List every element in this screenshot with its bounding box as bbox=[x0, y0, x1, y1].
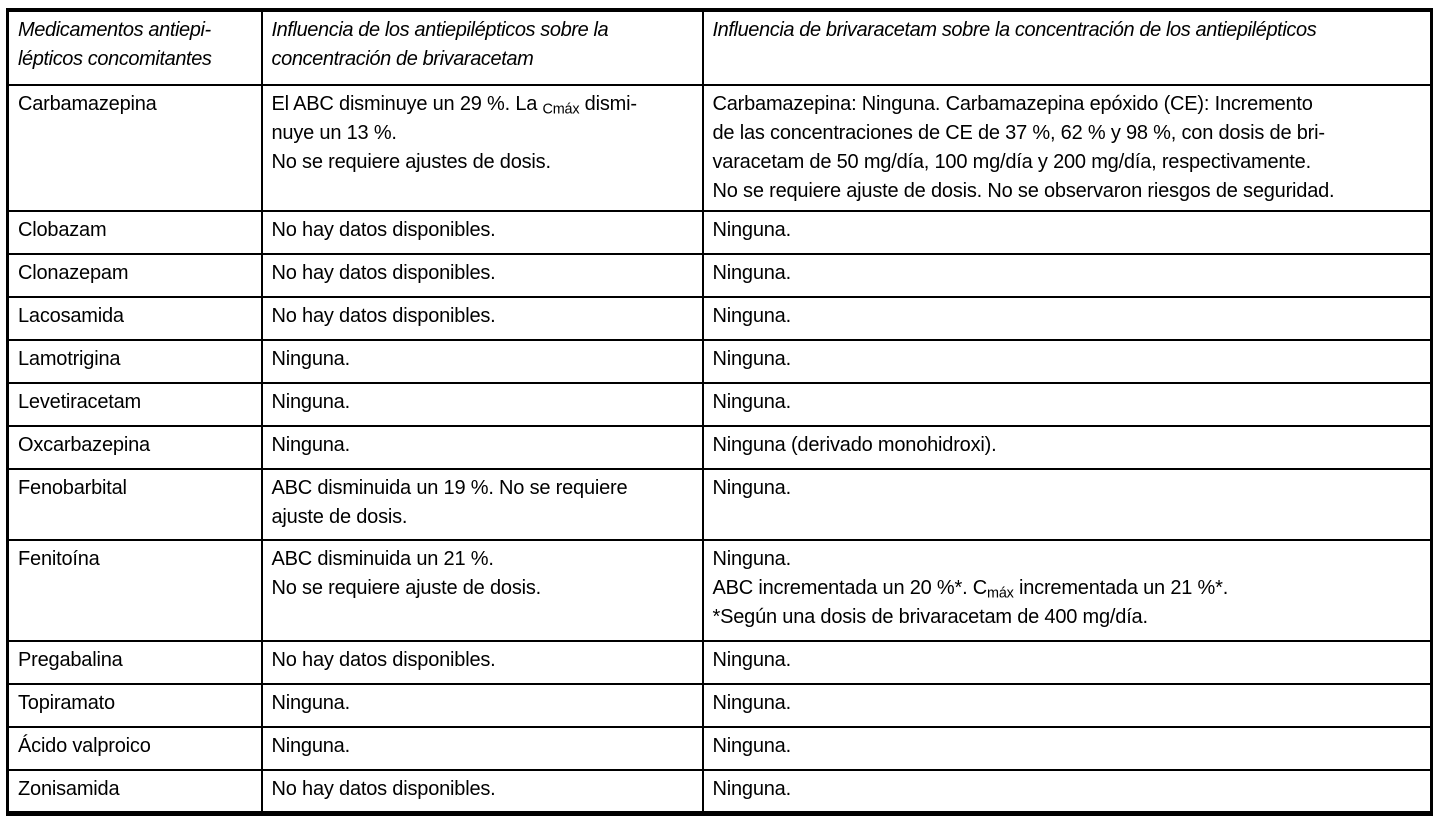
effect-on-antiepileptics-cell: Ninguna. bbox=[701, 640, 1433, 685]
effect-on-antiepileptics-cell: Carbamazepina: Ninguna. Carbamazepina ep… bbox=[701, 84, 1433, 212]
drug-name-cell: Clonazepam bbox=[6, 253, 263, 298]
table-body: Carbamazepina El ABC disminuye un 29 %. … bbox=[6, 84, 1433, 814]
table-row: Topiramato Ninguna. Ninguna. bbox=[6, 683, 1433, 728]
effect-on-brivaracetam-cell: No hay datos disponibles. bbox=[260, 769, 704, 814]
effect-on-brivaracetam-cell: No hay datos disponibles. bbox=[260, 210, 704, 255]
drug-name-cell: Ácido valproico bbox=[6, 726, 263, 771]
table-row: Lacosamida No hay datos disponibles. Nin… bbox=[6, 296, 1433, 341]
header-influence-on-brivaracetam: Influencia de los antiepilépticos sobre … bbox=[260, 9, 704, 86]
effect-on-antiepileptics-cell: Ninguna (derivado monohidroxi). bbox=[701, 425, 1433, 470]
drug-name-cell: Lacosamida bbox=[6, 296, 263, 341]
drug-name-cell: Fenobarbital bbox=[6, 468, 263, 541]
table-row: Clobazam No hay datos disponibles. Ningu… bbox=[6, 210, 1433, 255]
table-row: Fenobarbital ABC disminuida un 19 %. No … bbox=[6, 468, 1433, 541]
drug-name-cell: Lamotrigina bbox=[6, 339, 263, 384]
table-row: Clonazepam No hay datos disponibles. Nin… bbox=[6, 253, 1433, 298]
table-row: Zonisamida No hay datos disponibles. Nin… bbox=[6, 769, 1433, 814]
effect-on-brivaracetam-cell: Ninguna. bbox=[260, 382, 704, 427]
drug-name-cell: Oxcarbazepina bbox=[6, 425, 263, 470]
effect-on-brivaracetam-cell: El ABC disminuye un 29 %. La Cmáx dismi-… bbox=[260, 84, 704, 212]
effect-on-antiepileptics-cell: Ninguna. bbox=[701, 769, 1433, 814]
drug-name-cell: Pregabalina bbox=[6, 640, 263, 685]
effect-on-antiepileptics-cell: Ninguna. bbox=[701, 683, 1433, 728]
effect-on-brivaracetam-cell: No hay datos disponibles. bbox=[260, 296, 704, 341]
table-row: Oxcarbazepina Ninguna. Ninguna (derivado… bbox=[6, 425, 1433, 470]
drug-name-cell: Zonisamida bbox=[6, 769, 263, 814]
table-row: Lamotrigina Ninguna. Ninguna. bbox=[6, 339, 1433, 384]
effect-on-brivaracetam-cell: No hay datos disponibles. bbox=[260, 253, 704, 298]
drug-name-cell: Fenitoína bbox=[6, 539, 263, 642]
effect-on-brivaracetam-cell: ABC disminuida un 21 %. No se requiere aj… bbox=[260, 539, 704, 642]
effect-on-antiepileptics-cell: Ninguna. bbox=[701, 382, 1433, 427]
drug-name-cell: Carbamazepina bbox=[6, 84, 263, 212]
table-row: Ácido valproico Ninguna. Ninguna. bbox=[6, 726, 1433, 771]
drug-name-cell: Levetiracetam bbox=[6, 382, 263, 427]
effect-on-brivaracetam-cell: Ninguna. bbox=[260, 339, 704, 384]
drug-name-cell: Clobazam bbox=[6, 210, 263, 255]
effect-on-antiepileptics-cell: Ninguna. bbox=[701, 726, 1433, 771]
header-concomitant-antiepileptics: Medicamentos antiepi- lépticos concomita… bbox=[6, 9, 263, 86]
table-header: Medicamentos antiepi- lépticos concomita… bbox=[6, 9, 1433, 86]
effect-on-antiepileptics-cell: Ninguna. bbox=[701, 210, 1433, 255]
table-row: Carbamazepina El ABC disminuye un 29 %. … bbox=[6, 84, 1433, 212]
effect-on-antiepileptics-cell: Ninguna. bbox=[701, 468, 1433, 541]
effect-on-brivaracetam-cell: ABC disminuida un 19 %. No se requiere aj… bbox=[260, 468, 704, 541]
drug-name-cell: Topiramato bbox=[6, 683, 263, 728]
effect-on-antiepileptics-cell: Ninguna. bbox=[701, 253, 1433, 298]
effect-on-brivaracetam-cell: No hay datos disponibles. bbox=[260, 640, 704, 685]
header-influence-on-antiepileptics: Influencia de brivaracetam sobre la conc… bbox=[701, 9, 1433, 86]
effect-on-brivaracetam-cell: Ninguna. bbox=[260, 726, 704, 771]
table-row: Fenitoína ABC disminuida un 21 %. No se r… bbox=[6, 539, 1433, 642]
effect-on-antiepileptics-cell: Ninguna. ABC incrementada un 20 %*. Cmáx … bbox=[701, 539, 1433, 642]
table-row: Pregabalina No hay datos disponibles. Ni… bbox=[6, 640, 1433, 685]
table-header-row: Medicamentos antiepi- lépticos concomita… bbox=[6, 9, 1433, 86]
effect-on-brivaracetam-cell: Ninguna. bbox=[260, 425, 704, 470]
effect-on-antiepileptics-cell: Ninguna. bbox=[701, 339, 1433, 384]
drug-interactions-table: Medicamentos antiepi- lépticos concomita… bbox=[6, 8, 1433, 816]
effect-on-antiepileptics-cell: Ninguna. bbox=[701, 296, 1433, 341]
effect-on-brivaracetam-cell: Ninguna. bbox=[260, 683, 704, 728]
table-row: Levetiracetam Ninguna. Ninguna. bbox=[6, 382, 1433, 427]
